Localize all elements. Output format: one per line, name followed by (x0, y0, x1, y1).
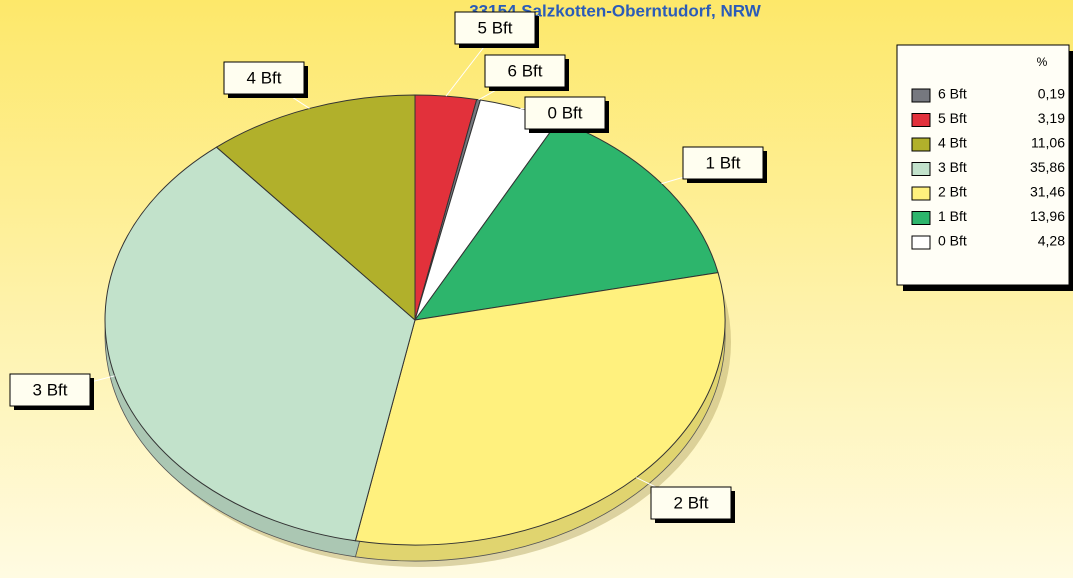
legend-label: 0 Bft (938, 233, 967, 249)
legend-value: 4,28 (1038, 233, 1065, 249)
label-box (650, 486, 732, 520)
legend-swatch (911, 113, 931, 127)
slice-label: 6 Bft (508, 61, 543, 80)
slice (215, 94, 416, 322)
legend-value: 11,06 (1031, 135, 1065, 151)
legend-label: 3 Bft (938, 159, 967, 175)
legend-label: 4 Bft (938, 135, 967, 151)
slice-label: 2 Bft (674, 493, 709, 512)
legend-label: 2 Bft (938, 184, 967, 200)
legend-swatch (911, 235, 931, 250)
legend-value: 3,19 (1038, 110, 1065, 126)
legend-swatch (911, 211, 931, 225)
slice-label: 5 Bft (478, 18, 513, 37)
legend-label: 5 Bft (938, 110, 967, 126)
slice-labels: 5 Bft 6 Bft 0 Bft 1 Bft 2 Bft 3 Bft 4 Bft (9, 11, 767, 523)
label-box (454, 11, 536, 45)
slice-label: 1 Bft (706, 153, 741, 172)
chart-title: 33154 Salzkotten-Oberntudorf, NRW (469, 1, 762, 20)
slice-label: 0 Bft (548, 103, 583, 122)
slice-label: 3 Bft (33, 380, 68, 399)
legend-swatch (911, 137, 931, 152)
label-box (484, 54, 566, 88)
slice-label: 4 Bft (247, 68, 282, 87)
legend-value: 0,19 (1038, 86, 1065, 102)
legend-entries: 6 Bft 0,19 5 Bft 3,19 4 Bft 11,06 3 Bft 35,86 2 … (911, 86, 1065, 250)
pie (104, 94, 731, 567)
legend-swatch (911, 186, 931, 201)
legend-value: 31,46 (1030, 184, 1065, 200)
legend-swatch (911, 88, 931, 103)
legend-header: % (1037, 55, 1048, 69)
legend-swatch (911, 162, 931, 176)
label-box (9, 373, 91, 407)
legend-value: 35,86 (1030, 159, 1065, 175)
legend-label: 6 Bft (938, 86, 967, 102)
legend-value: 13,96 (1030, 208, 1065, 224)
legend-label: 1 Bft (938, 208, 967, 224)
slice (354, 272, 726, 546)
label-box (524, 96, 606, 130)
label-box (682, 146, 764, 180)
label-box (223, 61, 305, 95)
